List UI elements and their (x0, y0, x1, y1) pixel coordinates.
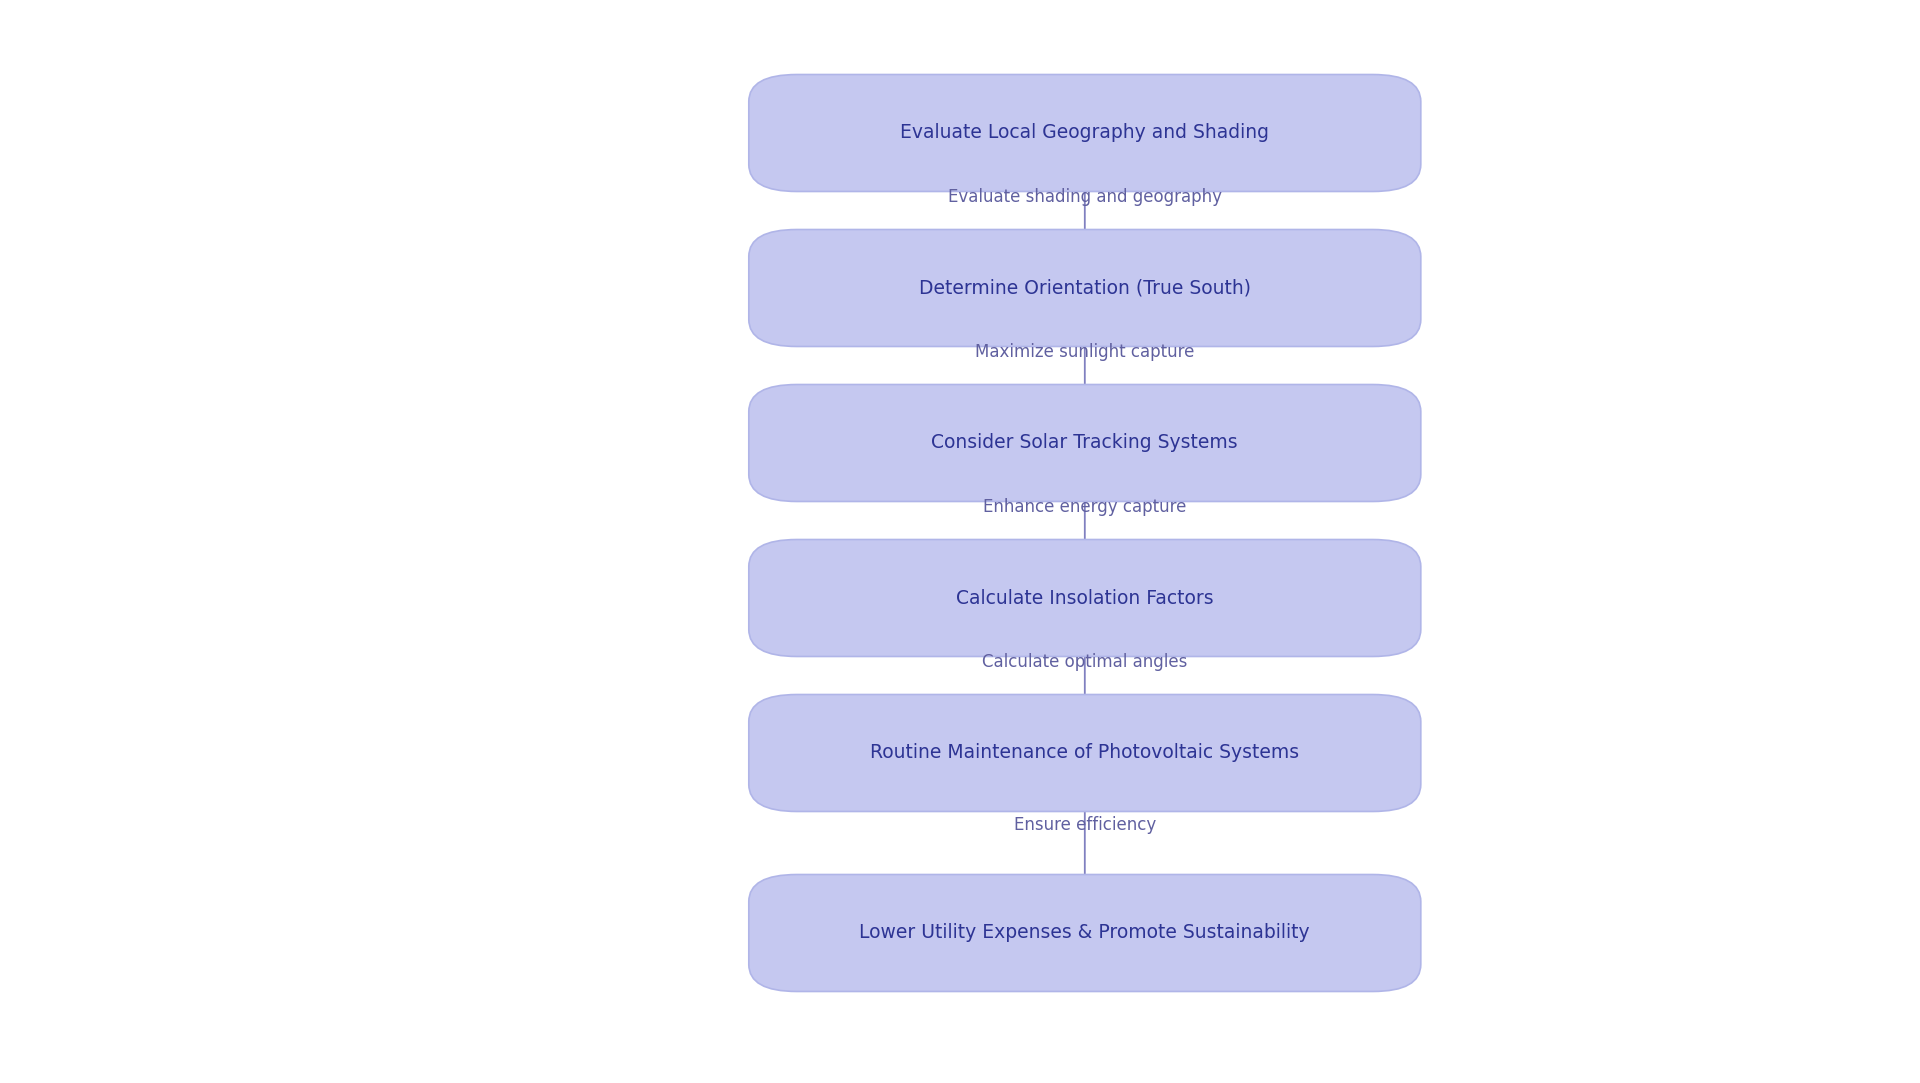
Text: Calculate optimal angles: Calculate optimal angles (983, 653, 1187, 670)
Text: Lower Utility Expenses & Promote Sustainability: Lower Utility Expenses & Promote Sustain… (860, 924, 1309, 942)
Text: Routine Maintenance of Photovoltaic Systems: Routine Maintenance of Photovoltaic Syst… (870, 744, 1300, 762)
Text: Maximize sunlight capture: Maximize sunlight capture (975, 342, 1194, 361)
FancyBboxPatch shape (749, 384, 1421, 501)
Text: Enhance energy capture: Enhance energy capture (983, 498, 1187, 516)
FancyBboxPatch shape (749, 75, 1421, 192)
Text: Calculate Insolation Factors: Calculate Insolation Factors (956, 588, 1213, 608)
Text: Evaluate shading and geography: Evaluate shading and geography (948, 187, 1221, 206)
Text: Consider Solar Tracking Systems: Consider Solar Tracking Systems (931, 433, 1238, 453)
Text: Ensure efficiency: Ensure efficiency (1014, 817, 1156, 834)
FancyBboxPatch shape (749, 874, 1421, 991)
FancyBboxPatch shape (749, 539, 1421, 656)
FancyBboxPatch shape (749, 230, 1421, 347)
Text: Determine Orientation (True South): Determine Orientation (True South) (920, 278, 1250, 298)
Text: Evaluate Local Geography and Shading: Evaluate Local Geography and Shading (900, 123, 1269, 143)
FancyBboxPatch shape (749, 694, 1421, 811)
